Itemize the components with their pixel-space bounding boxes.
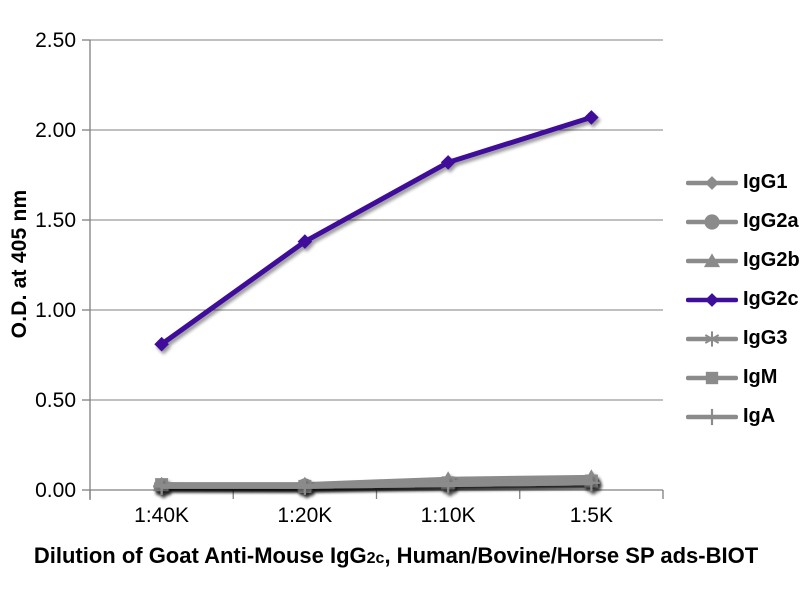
legend-marker-diamond-icon (686, 292, 738, 307)
legend-label: IgG2c (743, 288, 799, 310)
series-line-IgA (159, 480, 594, 489)
series-IgG2c (154, 110, 599, 352)
y-axis-title: O.D. at 405 nm (8, 189, 31, 339)
x-axis-title-subscript: 2c (366, 550, 385, 567)
legend-label: IgM (743, 366, 778, 388)
y-tick-label: 0.00 (35, 479, 76, 502)
series-marker-triangle (703, 252, 721, 267)
legend-item-IgG2c: IgG2c (686, 280, 800, 319)
x-tick-label: 1:10K (421, 504, 476, 527)
series-marker-diamond (154, 336, 169, 352)
legend-item-IgG3: IgG3 (686, 319, 800, 358)
legend-label: IgG3 (743, 327, 788, 349)
x-tick-label: 1:40K (134, 504, 189, 527)
series-marker-diamond (705, 292, 719, 307)
legend-item-IgG2a: IgG2a (686, 202, 800, 241)
legend-marker-plus-icon (686, 408, 738, 425)
x-tick-label: 1:5K (570, 504, 613, 527)
series-marker-diamond (705, 175, 719, 190)
legend-label: IgA (743, 405, 776, 427)
legend-item-IgG1: IgG1 (686, 163, 800, 202)
legend-marker-asterisk-icon (686, 330, 738, 347)
legend-marker-square-icon (686, 371, 738, 384)
chart-legend: IgG1 IgG2a IgG2b IgG2c IgG3 IgM IgA (686, 163, 800, 436)
series-marker-diamond (584, 110, 599, 125)
series-line-IgG2c (159, 114, 594, 347)
x-axis-title-prefix: Dilution of Goat Anti-Mouse IgG (33, 543, 367, 568)
legend-marker-triangle-icon (686, 252, 738, 267)
y-tick-label: 1.50 (35, 209, 76, 232)
x-axis-title-suffix: , Human/Bovine/Horse SP ads-BIOT (384, 543, 759, 568)
y-tick-label: 1.00 (35, 299, 76, 322)
x-tick-label: 1:20K (277, 504, 332, 527)
legend-label: IgG2b (743, 249, 800, 271)
y-tick-label: 2.50 (35, 29, 76, 52)
legend-item-IgM: IgM (686, 358, 800, 397)
series-marker-square (705, 371, 719, 384)
legend-marker-diamond-icon (686, 175, 738, 190)
legend-label: IgG1 (743, 171, 788, 193)
y-tick-label: 2.00 (35, 119, 76, 142)
x-axis-title: Dilution of Goat Anti-Mouse IgG2c, Human… (0, 543, 792, 569)
series-marker-asterisk (704, 333, 720, 344)
series-marker-circle (704, 213, 720, 230)
series-IgA (153, 474, 600, 495)
series-marker-diamond (297, 234, 313, 249)
y-tick-label: 0.50 (35, 389, 76, 412)
legend-item-IgA: IgA (686, 397, 800, 436)
legend-item-IgG2b: IgG2b (686, 241, 800, 280)
series-marker-diamond (440, 155, 456, 170)
legend-marker-circle-icon (686, 213, 738, 230)
legend-label: IgG2a (743, 210, 799, 232)
